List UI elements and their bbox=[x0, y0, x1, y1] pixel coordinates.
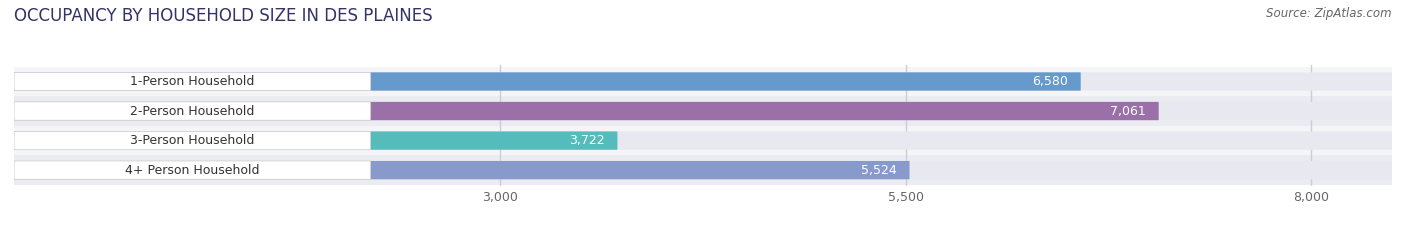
Text: 7,061: 7,061 bbox=[1109, 105, 1146, 117]
Bar bbox=[14, 96, 1392, 126]
FancyBboxPatch shape bbox=[14, 102, 1392, 120]
FancyBboxPatch shape bbox=[14, 161, 371, 179]
FancyBboxPatch shape bbox=[14, 131, 1392, 150]
Bar bbox=[14, 126, 1392, 155]
Text: 1-Person Household: 1-Person Household bbox=[131, 75, 254, 88]
Text: 3,722: 3,722 bbox=[569, 134, 605, 147]
FancyBboxPatch shape bbox=[14, 161, 910, 179]
FancyBboxPatch shape bbox=[14, 72, 1392, 91]
Bar bbox=[14, 67, 1392, 96]
FancyBboxPatch shape bbox=[14, 72, 1081, 91]
Text: Source: ZipAtlas.com: Source: ZipAtlas.com bbox=[1267, 7, 1392, 20]
Bar bbox=[14, 155, 1392, 185]
FancyBboxPatch shape bbox=[14, 102, 371, 120]
FancyBboxPatch shape bbox=[14, 102, 1159, 120]
Text: 5,524: 5,524 bbox=[860, 164, 897, 177]
Text: 3-Person Household: 3-Person Household bbox=[131, 134, 254, 147]
FancyBboxPatch shape bbox=[14, 72, 371, 91]
Text: 6,580: 6,580 bbox=[1032, 75, 1067, 88]
Text: 2-Person Household: 2-Person Household bbox=[131, 105, 254, 117]
FancyBboxPatch shape bbox=[14, 161, 1392, 179]
Text: 4+ Person Household: 4+ Person Household bbox=[125, 164, 260, 177]
FancyBboxPatch shape bbox=[14, 131, 617, 150]
Text: OCCUPANCY BY HOUSEHOLD SIZE IN DES PLAINES: OCCUPANCY BY HOUSEHOLD SIZE IN DES PLAIN… bbox=[14, 7, 433, 25]
FancyBboxPatch shape bbox=[14, 131, 371, 150]
